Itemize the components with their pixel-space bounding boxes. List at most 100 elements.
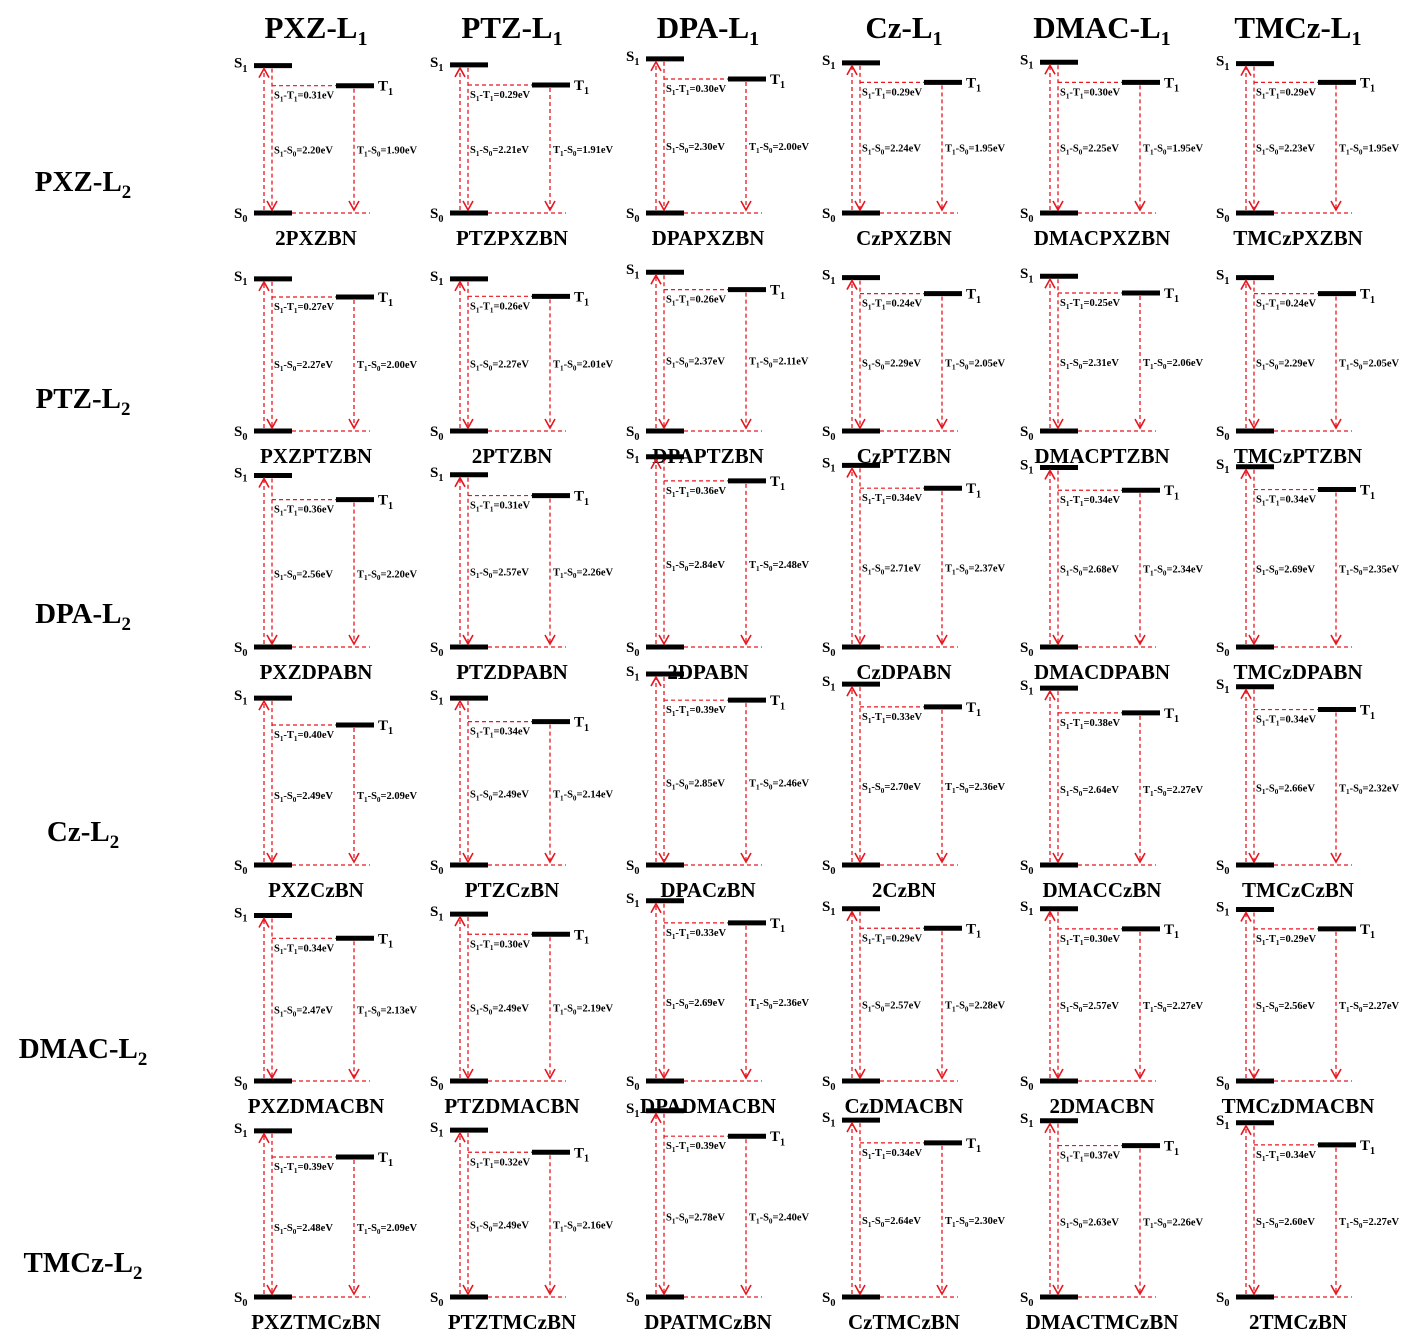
compound-name: DMACDPABN xyxy=(1033,660,1171,684)
t1-s0-arrow-head xyxy=(936,852,948,864)
s1-s0-energy-label: S1-S0=2.27eV xyxy=(470,360,529,373)
s1-s0-arrow-head xyxy=(1248,1068,1260,1080)
s1-s0-arrow-head xyxy=(1248,1284,1260,1296)
t1-s0-energy-label: T1-S0=2.00eV xyxy=(749,142,810,155)
s0-s1-arrow-head xyxy=(454,280,466,292)
t1-s0-energy-label: T1-S0=2.36eV xyxy=(749,998,810,1011)
s1-s0-energy-label: S1-S0=2.30eV xyxy=(666,142,725,155)
s1-s0-arrow-head xyxy=(266,1284,278,1296)
s0-label: S0 xyxy=(234,640,247,659)
s1-s0-arrow-head xyxy=(658,1068,670,1080)
energy-diagram-cell: S1 T1 S0 S1-T1=0.34eV S1-S0=2.64eV T1-S0=2.30… xyxy=(806,1110,1006,1334)
s1-s0-arrow-head xyxy=(658,418,670,430)
energy-diagram-cell: S1 T1 S0 S1-T1=0.30eV S1-S0=2.57eV T1-S0=2.27… xyxy=(1004,899,1204,1118)
compound-name: PXZPTZBN xyxy=(259,444,372,468)
s1-label: S1 xyxy=(1020,899,1033,918)
delta-est-label: S1-T1=0.34eV xyxy=(1256,495,1316,508)
s1-s0-energy-label: S1-S0=2.49eV xyxy=(470,1004,529,1017)
s1-s0-energy-label: S1-S0=2.56eV xyxy=(274,569,333,582)
compound-name: CzPXZBN xyxy=(856,226,952,250)
level-diagram: S1 T1 S0 S1-T1=0.34eV S1-S0=2.71eV T1-S0=2.37… xyxy=(822,455,1006,659)
energy-diagram-cell: S1 T1 S0 S1-T1=0.30eV S1-S0=2.49eV T1-S0=2.19… xyxy=(414,904,614,1118)
t1-s0-energy-label: T1-S0=2.14eV xyxy=(553,789,614,802)
delta-est-label: S1-T1=0.38eV xyxy=(1060,718,1120,731)
s0-s1-arrow-head xyxy=(1044,1122,1056,1134)
compound-name: DPAPXZBN xyxy=(651,226,765,250)
t1-s0-energy-label: T1-S0=2.30eV xyxy=(945,1216,1006,1229)
t1-label: T1 xyxy=(378,493,393,512)
s1-s0-arrow-head xyxy=(854,1068,866,1080)
delta-est-label: S1-T1=0.40eV xyxy=(274,730,334,743)
t1-label: T1 xyxy=(378,290,393,309)
energy-diagram-cell: S1 T1 S0 S1-T1=0.34eV S1-S0=2.71eV T1-S0=2.37… xyxy=(806,455,1006,684)
s1-label: S1 xyxy=(626,447,639,466)
s0-label: S0 xyxy=(234,858,247,877)
s0-s1-arrow-head xyxy=(846,278,858,290)
s1-label: S1 xyxy=(822,53,835,72)
energy-diagram-cell: S1 T1 S0 S1-T1=0.25eV S1-S0=2.31eV T1-S0=2.06… xyxy=(1004,266,1204,468)
delta-est-label: S1-T1=0.24eV xyxy=(1256,299,1316,312)
s1-s0-energy-label: S1-S0=2.56eV xyxy=(1256,1001,1315,1014)
delta-est-label: S1-T1=0.34eV xyxy=(862,1148,922,1161)
t1-label: T1 xyxy=(1164,75,1179,94)
energy-diagram-cell: S1 T1 S0 S1-T1=0.37eV S1-S0=2.63eV T1-S0=2.26… xyxy=(1004,1111,1204,1334)
s1-s0-arrow-head xyxy=(462,1068,474,1080)
level-diagram: S1 T1 S0 S1-T1=0.29eV S1-S0=2.23eV T1-S0=1.95… xyxy=(1216,54,1400,226)
s1-s0-arrow-head xyxy=(1052,418,1064,430)
t1-s0-arrow-head xyxy=(1330,418,1342,430)
s0-s1-arrow-head xyxy=(650,273,662,285)
energy-diagram-cell: S1 T1 S0 S1-T1=0.29eV S1-S0=2.24eV T1-S0=1.95… xyxy=(806,53,1006,250)
s1-s0-arrow-head xyxy=(658,634,670,646)
delta-est-label: S1-T1=0.30eV xyxy=(1060,87,1120,100)
compound-name: DPADMACBN xyxy=(639,1094,777,1118)
s1-s0-arrow-head xyxy=(1052,1068,1064,1080)
s1-s0-energy-label: S1-S0=2.29eV xyxy=(862,358,921,371)
s0-label: S0 xyxy=(234,424,247,443)
s0-label: S0 xyxy=(1020,1290,1033,1309)
t1-s0-energy-label: T1-S0=2.11eV xyxy=(749,356,809,369)
t1-label: T1 xyxy=(966,921,981,940)
t1-s0-energy-label: T1-S0=2.27eV xyxy=(1339,1217,1400,1230)
s1-label: S1 xyxy=(234,465,247,484)
energy-diagram-cell: S1 T1 S0 S1-T1=0.39eV S1-S0=2.78eV T1-S0=2.40… xyxy=(610,1101,810,1334)
s0-s1-arrow-head xyxy=(1240,688,1252,700)
t1-s0-energy-label: T1-S0=2.48eV xyxy=(749,560,810,573)
s1-label: S1 xyxy=(1020,678,1033,697)
delta-est-label: S1-T1=0.30eV xyxy=(470,939,530,952)
column-header: Cz-L1 xyxy=(865,10,943,51)
s1-label: S1 xyxy=(822,899,835,918)
s0-s1-arrow-head xyxy=(650,902,662,914)
s1-s0-energy-label: S1-S0=2.49eV xyxy=(470,1221,529,1234)
delta-est-label: S1-T1=0.30eV xyxy=(666,84,726,97)
delta-est-label: S1-T1=0.34eV xyxy=(274,943,334,956)
s1-s0-arrow-head xyxy=(266,1068,278,1080)
t1-s0-energy-label: T1-S0=2.46eV xyxy=(749,779,810,792)
t1-s0-energy-label: T1-S0=2.37eV xyxy=(945,564,1006,577)
t1-s0-arrow-head xyxy=(740,852,752,864)
s1-s0-energy-label: S1-S0=2.70eV xyxy=(862,782,921,795)
level-diagram: S1 T1 S0 S1-T1=0.30eV S1-S0=2.57eV T1-S0=2.27… xyxy=(1020,899,1204,1093)
s0-label: S0 xyxy=(822,858,835,877)
s1-s0-energy-label: S1-S0=2.71eV xyxy=(862,564,921,577)
t1-s0-arrow-head xyxy=(544,852,556,864)
energy-diagram-cell: S1 T1 S0 S1-T1=0.34eV S1-S0=2.47eV T1-S0=2.13… xyxy=(218,906,418,1118)
t1-s0-arrow-head xyxy=(348,1284,360,1296)
s1-label: S1 xyxy=(1216,899,1229,918)
s1-label: S1 xyxy=(234,688,247,707)
s1-label: S1 xyxy=(1216,268,1229,287)
t1-s0-arrow-head xyxy=(348,1068,360,1080)
s1-s0-energy-label: S1-S0=2.31eV xyxy=(1060,358,1119,371)
s0-s1-arrow-head xyxy=(258,280,270,292)
t1-s0-energy-label: T1-S0=2.09eV xyxy=(357,791,418,804)
s0-s1-arrow-head xyxy=(846,910,858,922)
delta-est-label: S1-T1=0.33eV xyxy=(666,928,726,941)
t1-s0-arrow-head xyxy=(1134,418,1146,430)
row-header: PXZ-L2 xyxy=(34,166,132,203)
delta-est-label: S1-T1=0.39eV xyxy=(666,1141,726,1154)
s0-s1-arrow-head xyxy=(1044,277,1056,289)
compound-name: TMCzCzBN xyxy=(1242,878,1354,902)
s1-s0-arrow-head xyxy=(854,634,866,646)
s0-s1-arrow-head xyxy=(1044,910,1056,922)
t1-label: T1 xyxy=(966,75,981,94)
s1-label: S1 xyxy=(1216,1113,1229,1132)
